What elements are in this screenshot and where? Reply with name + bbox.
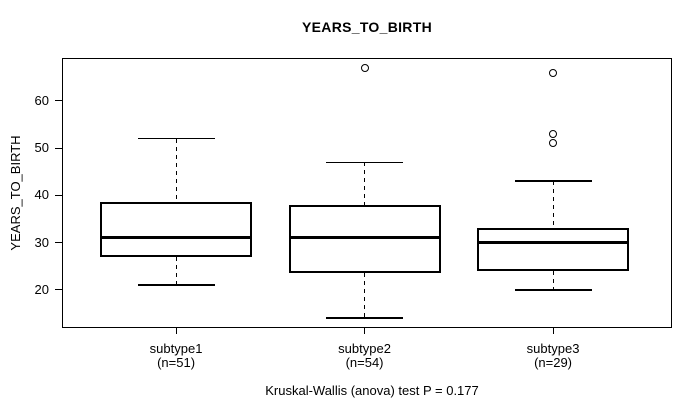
x-axis-group-label: subtype3 <box>526 341 580 356</box>
outlier-point <box>549 129 558 138</box>
lower-whisker-line <box>175 256 177 286</box>
boxplot-box-subtype1 <box>100 202 253 257</box>
upper-whisker-cap <box>137 137 215 140</box>
lower-whisker-cap <box>137 284 215 286</box>
x-tick-mark <box>175 328 177 334</box>
lower-whisker-cap <box>514 289 592 291</box>
upper-whisker-cap <box>326 161 404 164</box>
lower-whisker-cap <box>326 317 404 319</box>
x-tick-mark <box>552 328 554 334</box>
upper-whisker-line <box>364 162 366 205</box>
x-axis-group-label: subtype2 <box>338 341 391 356</box>
upper-whisker-cap <box>514 180 592 182</box>
outlier-point <box>549 68 558 77</box>
median-line <box>288 236 441 240</box>
y-tick-mark <box>55 289 62 291</box>
y-tick-label: 60 <box>34 92 49 108</box>
y-tick-label: 30 <box>34 234 49 250</box>
upper-whisker-line <box>552 181 554 229</box>
boxplot-box-subtype3 <box>477 228 630 271</box>
median-line <box>100 236 253 240</box>
x-axis-group-label: subtype1 <box>149 341 203 356</box>
lower-whisker-line <box>364 273 366 319</box>
upper-whisker-line <box>175 138 177 203</box>
chart-title: YEARS_TO_BIRTH <box>302 19 432 35</box>
y-tick-mark <box>55 100 62 102</box>
x-tick-mark <box>364 328 366 334</box>
plot-area <box>62 58 672 328</box>
outlier-point <box>549 139 558 148</box>
lower-whisker-line <box>552 270 554 290</box>
outlier-point <box>360 63 369 72</box>
y-tick-mark <box>55 242 62 244</box>
y-tick-label: 20 <box>34 281 49 297</box>
y-tick-mark <box>55 194 62 196</box>
x-axis-group-n: (n=51) <box>157 355 196 370</box>
y-tick-label: 40 <box>34 187 49 203</box>
stat-test-caption: Kruskal-Wallis (anova) test P = 0.177 <box>265 383 479 398</box>
y-tick-label: 50 <box>34 140 49 156</box>
y-tick-mark <box>55 147 62 149</box>
x-axis-group-n: (n=29) <box>534 355 573 370</box>
median-line <box>477 241 630 245</box>
x-axis-group-n: (n=54) <box>345 355 384 370</box>
